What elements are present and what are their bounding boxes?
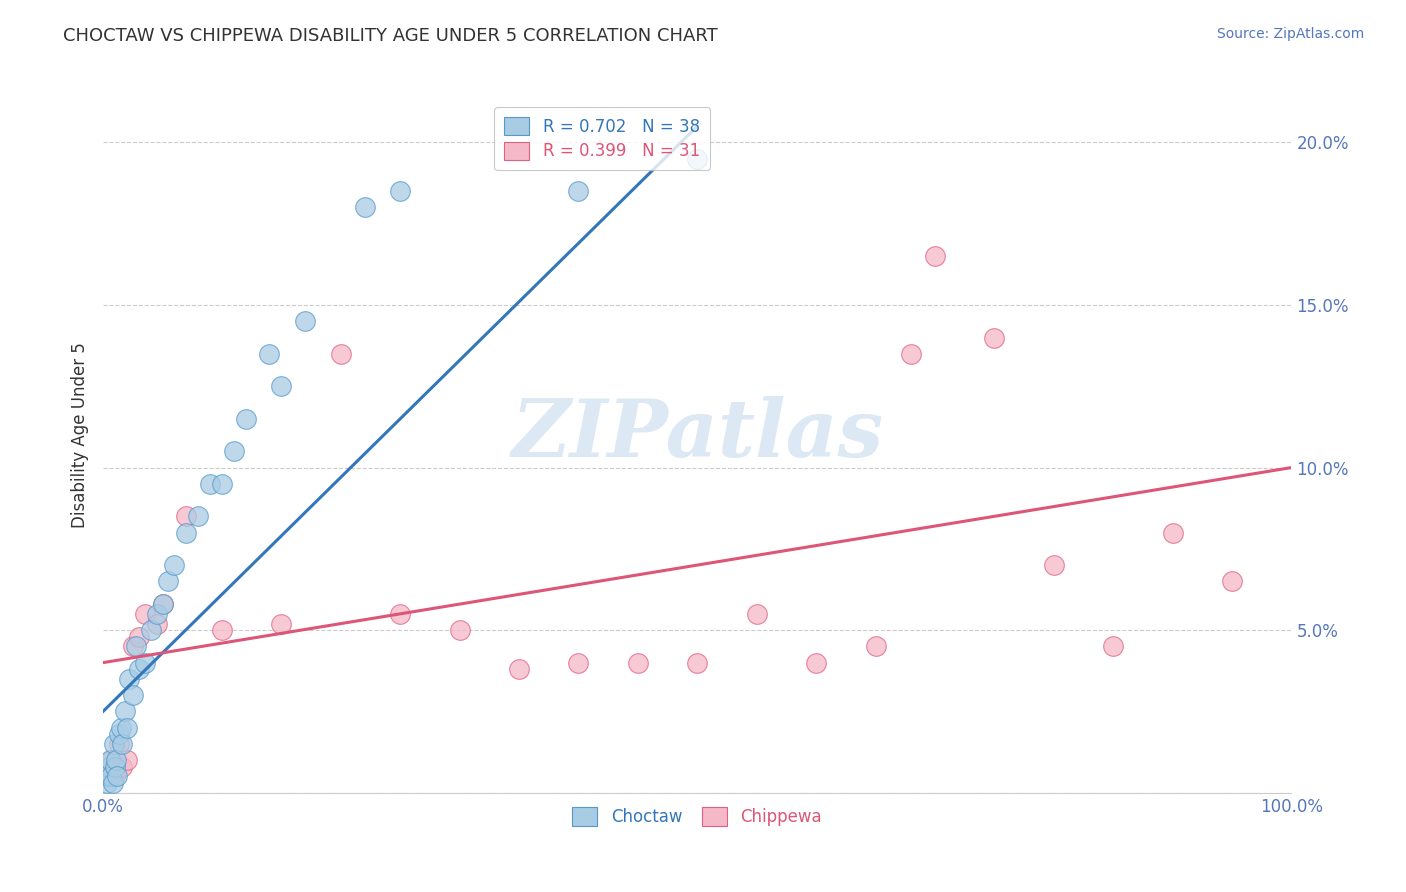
Point (121, 688, 143, 702)
Text: ZIPatlas: ZIPatlas (512, 396, 883, 474)
Point (187, 509, 209, 524)
Point (101, 776, 124, 790)
Point (567, 184, 589, 198)
Point (627, 656, 650, 670)
Text: Source: ZipAtlas.com: Source: ZipAtlas.com (1216, 27, 1364, 41)
Point (1220, 574, 1243, 589)
Point (145, 607, 167, 621)
Point (1042, 558, 1064, 573)
Point (121, 640, 143, 654)
Point (128, 662, 150, 676)
Point (134, 607, 156, 621)
Point (329, 347, 352, 361)
Point (152, 597, 174, 611)
Point (100, 753, 122, 767)
Point (111, 759, 134, 773)
Point (259, 347, 281, 361)
Point (865, 640, 887, 654)
Y-axis label: Disability Age Under 5: Disability Age Under 5 (72, 343, 89, 528)
Point (114, 705, 136, 719)
Point (111, 737, 134, 751)
Point (104, 769, 127, 783)
Point (804, 656, 827, 670)
Point (128, 630, 150, 644)
Point (98, 759, 121, 773)
Point (235, 411, 257, 425)
Point (103, 737, 125, 751)
Point (567, 656, 589, 670)
Point (745, 607, 768, 621)
Point (163, 558, 186, 573)
Point (900, 347, 922, 361)
Point (686, 152, 709, 166)
Point (125, 640, 148, 654)
Point (389, 607, 412, 621)
Point (198, 476, 221, 491)
Point (983, 330, 1005, 344)
Point (110, 721, 132, 735)
Point (115, 721, 138, 735)
Point (107, 727, 129, 741)
Point (211, 623, 233, 637)
Point (270, 379, 292, 393)
Point (449, 623, 471, 637)
Point (1102, 640, 1125, 654)
Text: CHOCTAW VS CHIPPEWA DISABILITY AGE UNDER 5 CORRELATION CHART: CHOCTAW VS CHIPPEWA DISABILITY AGE UNDER… (63, 27, 718, 45)
Point (222, 444, 245, 458)
Point (686, 656, 709, 670)
Point (97, 769, 120, 783)
Point (107, 737, 129, 751)
Point (145, 616, 167, 631)
Point (105, 769, 128, 783)
Point (104, 759, 127, 773)
Point (157, 574, 180, 589)
Point (211, 476, 233, 491)
Legend: Choctaw, Chippewa: Choctaw, Chippewa (564, 799, 831, 834)
Point (353, 201, 375, 215)
Point (97, 769, 120, 783)
Point (924, 249, 946, 263)
Point (389, 184, 412, 198)
Point (1161, 525, 1184, 540)
Point (118, 672, 141, 686)
Point (98, 753, 121, 767)
Point (270, 616, 292, 631)
Point (100, 769, 122, 783)
Point (139, 623, 162, 637)
Point (294, 314, 316, 328)
Point (115, 753, 138, 767)
Point (134, 656, 156, 670)
Point (176, 509, 198, 524)
Point (105, 753, 128, 767)
Point (508, 662, 530, 676)
Point (176, 525, 198, 540)
Point (96, 776, 118, 790)
Point (152, 597, 174, 611)
